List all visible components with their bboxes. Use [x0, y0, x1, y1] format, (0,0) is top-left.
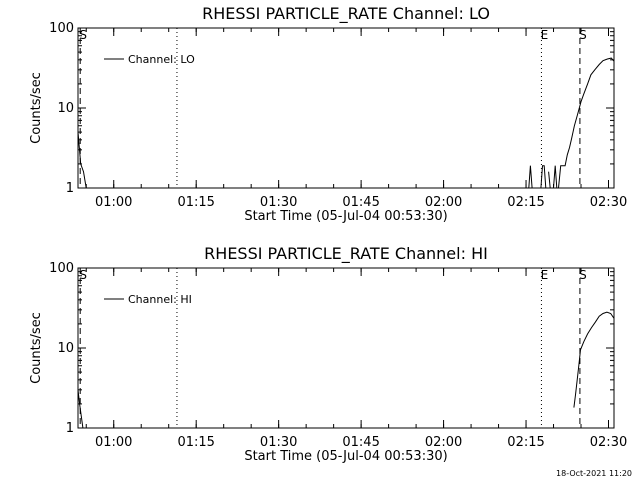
x-tick-label: 02:00	[425, 435, 462, 450]
x-tick-label: 01:15	[177, 195, 214, 210]
x-tick-label: 02:30	[590, 435, 627, 450]
event-marker-label: S	[79, 28, 87, 42]
plot-frame	[77, 267, 615, 429]
x-tick-label: 01:00	[95, 195, 132, 210]
series-line	[78, 132, 87, 188]
x-axis-label: Start Time (05-Jul-04 00:53:30)	[244, 209, 447, 224]
plot-frame	[77, 27, 615, 189]
x-tick-label: 02:15	[507, 435, 544, 450]
timestamp-footer: 18-Oct-2021 11:20	[556, 469, 632, 478]
event-marker-label: E	[541, 268, 549, 282]
x-tick-label: 02:15	[507, 195, 544, 210]
x-tick-label: 01:00	[95, 435, 132, 450]
event-marker-label: S	[79, 268, 87, 282]
series-line	[528, 165, 533, 188]
series-line	[553, 165, 558, 188]
y-tick-label: 100	[49, 261, 74, 276]
y-tick-label: 10	[57, 341, 74, 356]
legend-label: Channel: LO	[128, 53, 195, 66]
y-tick-label: 100	[49, 21, 74, 36]
series-group	[78, 311, 614, 428]
event-marker-label: S	[579, 28, 587, 42]
y-tick-label: 10	[57, 101, 74, 116]
panel-lo: RHESSI PARTICLE_RATE Channel: LO 01:00 01:…	[29, 4, 627, 224]
chart-title: RHESSI PARTICLE_RATE Channel: LO	[202, 4, 490, 24]
x-axis-label: Start Time (05-Jul-04 00:53:30)	[244, 449, 447, 464]
x-tick-label: 01:30	[260, 195, 297, 210]
x-tick-label: 01:45	[342, 435, 379, 450]
series-line	[540, 165, 547, 188]
x-tick-label: 01:45	[342, 195, 379, 210]
series-line	[548, 171, 551, 188]
event-marker-label: E	[541, 28, 549, 42]
series-line	[573, 311, 614, 408]
legend-label: Channel: HI	[128, 293, 192, 306]
series-group	[78, 57, 614, 188]
x-tick-label: 02:30	[590, 195, 627, 210]
y-axis-label: Counts/sec	[29, 312, 44, 384]
x-tick-label: 02:00	[425, 195, 462, 210]
series-line	[558, 57, 614, 188]
series-line	[78, 389, 84, 428]
y-tick-label: 1	[66, 421, 74, 436]
x-tick-label: 01:15	[177, 435, 214, 450]
x-tick-label: 01:30	[260, 435, 297, 450]
chart-title: RHESSI PARTICLE_RATE Channel: HI	[204, 244, 488, 264]
panel-hi: RHESSI PARTICLE_RATE Channel: HI 01:00 01:…	[29, 244, 627, 464]
y-tick-label: 1	[66, 181, 74, 196]
y-axis-label: Counts/sec	[29, 72, 44, 144]
event-marker-label: S	[579, 268, 587, 282]
